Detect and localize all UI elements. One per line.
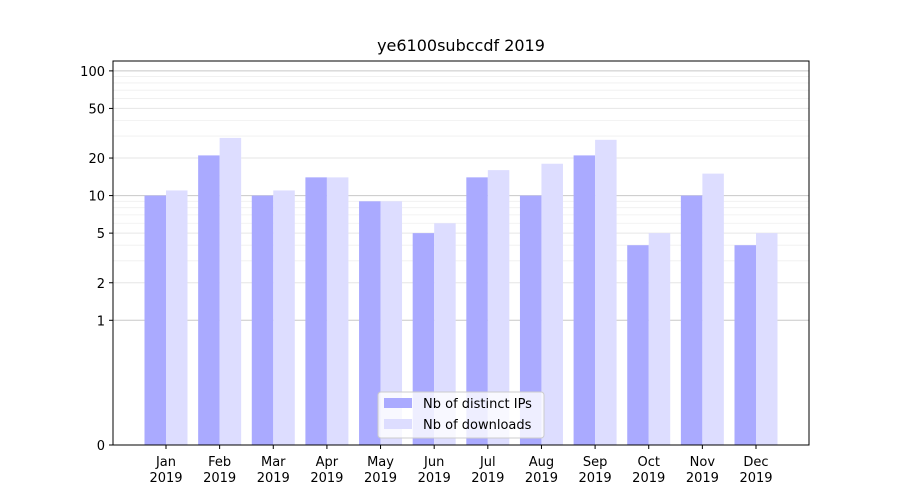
x-tick-label: Feb 2019 <box>203 455 236 486</box>
x-tick-label: Jul 2019 <box>471 455 504 486</box>
legend-label: Nb of distinct IPs <box>423 397 532 412</box>
x-tick-label: May 2019 <box>364 455 397 486</box>
bar-distinct-ips <box>144 195 166 445</box>
bar-distinct-ips <box>734 245 756 445</box>
x-tick-label: Apr 2019 <box>310 455 343 486</box>
y-axis: 0 1 2 5 10 20 50 100 <box>80 65 113 454</box>
bar-downloads <box>166 190 188 445</box>
bar-distinct-ips <box>519 195 542 445</box>
x-tick-label: Sep 2019 <box>579 455 612 486</box>
y-tick-label: 100 <box>80 65 105 80</box>
bar-downloads <box>595 139 617 445</box>
y-tick-label: 10 <box>88 190 105 205</box>
bar-distinct-ips <box>251 195 274 445</box>
bar-distinct-ips <box>627 245 649 445</box>
x-tick-label: Dec 2019 <box>739 455 772 486</box>
y-tick-label: 5 <box>97 227 105 242</box>
bar-downloads <box>380 201 403 445</box>
chart-title: ye6100subccdf 2019 <box>377 36 545 55</box>
bar-downloads <box>541 163 563 445</box>
x-tick-label: Mar 2019 <box>257 455 290 486</box>
bar-downloads <box>434 223 456 445</box>
bar-downloads <box>219 137 242 446</box>
y-tick-label: 2 <box>97 277 105 292</box>
bar-distinct-ips <box>305 177 327 445</box>
bar-distinct-ips <box>680 195 703 445</box>
bar-downloads <box>648 233 671 445</box>
x-tick-label: Aug 2019 <box>525 455 558 486</box>
legend-label: Nb of downloads <box>423 418 532 433</box>
x-tick-label: Nov 2019 <box>686 455 719 486</box>
plot-frame <box>112 60 810 446</box>
bar-distinct-ips <box>359 201 381 445</box>
x-tick-label: Jan 2019 <box>149 455 182 486</box>
bar-distinct-ips <box>198 155 220 445</box>
legend-swatch <box>384 419 412 429</box>
legend-box <box>377 391 545 439</box>
y-tick-label: 0 <box>97 439 105 454</box>
bars <box>144 137 778 446</box>
bar-downloads <box>756 233 778 445</box>
x-axis: Jan 2019 Feb 2019 Mar 2019 Apr 2019 May 2019 Jun 20… <box>149 445 773 486</box>
bar-downloads <box>487 170 510 445</box>
x-tick-label: Oct 2019 <box>632 455 665 486</box>
bar-distinct-ips <box>573 155 596 445</box>
bar-downloads <box>273 190 295 445</box>
bar-distinct-ips <box>466 177 488 445</box>
y-tick-label: 20 <box>88 152 105 167</box>
y-tick-label: 50 <box>88 102 105 117</box>
y-tick-label: 1 <box>97 314 105 329</box>
x-tick-label: Jun 2019 <box>418 455 451 486</box>
legend-swatch <box>384 398 412 408</box>
legend: Nb of distinct IPs Nb of downloads <box>377 391 545 439</box>
bar-downloads <box>326 177 349 445</box>
bar-downloads <box>702 173 724 445</box>
